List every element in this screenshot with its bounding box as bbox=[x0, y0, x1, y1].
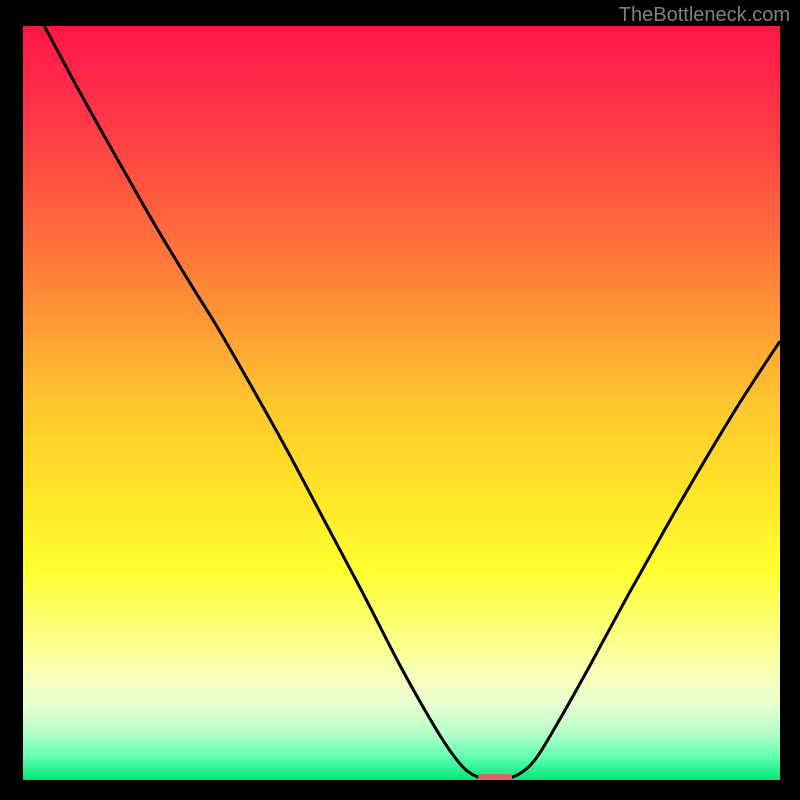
left-border bbox=[20, 26, 23, 780]
watermark-text: TheBottleneck.com bbox=[619, 4, 790, 27]
chart-svg bbox=[20, 26, 780, 780]
chart-container bbox=[20, 26, 780, 780]
minimum-marker bbox=[478, 774, 512, 780]
